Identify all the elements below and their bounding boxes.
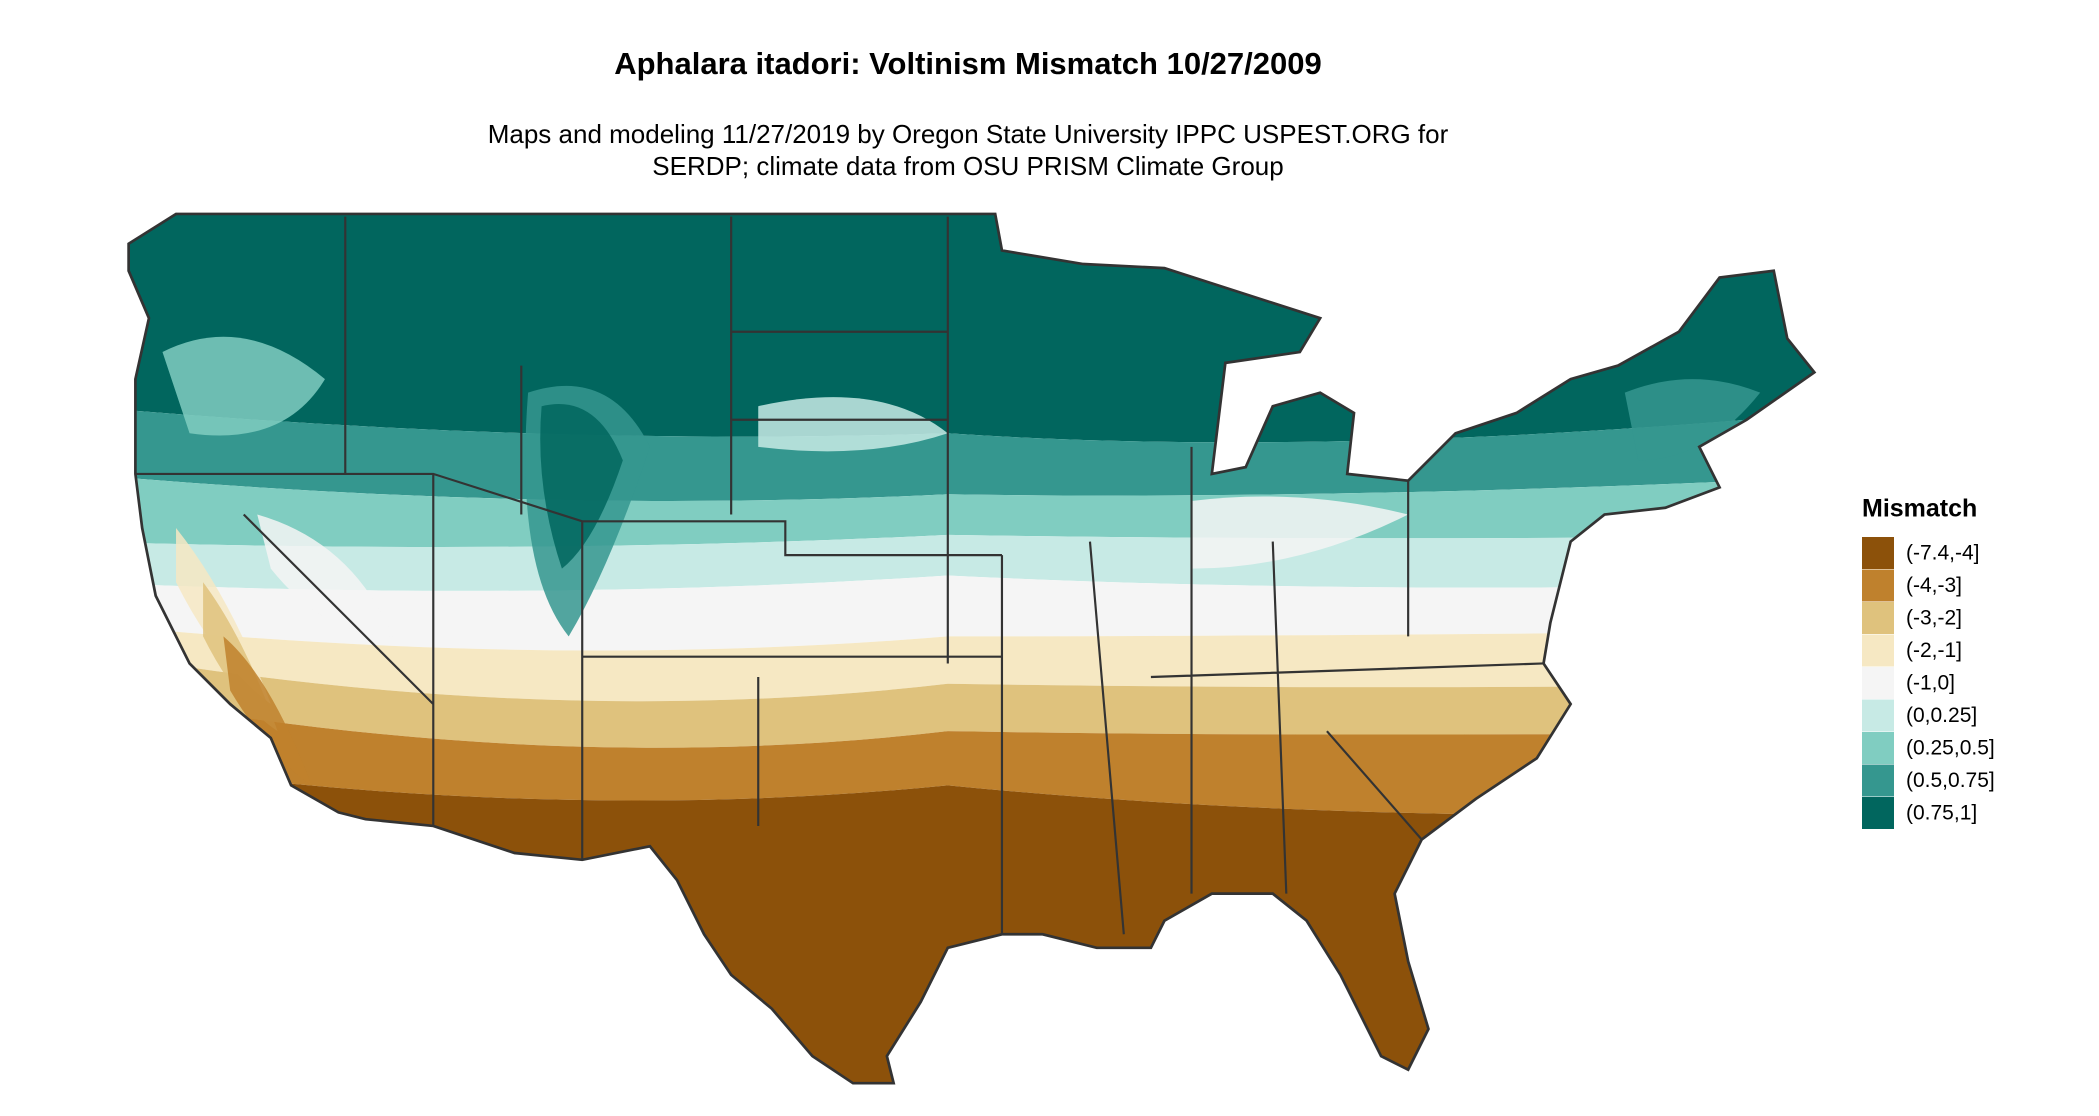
legend: (-7.4,-4] (-4,-3] (-3,-2] (-2,-1] (-1,0] (0,0… [1862,537,1995,829]
mismatch-patch [1191,496,1409,569]
legend-label: (-1,0] [1906,672,1955,695]
legend-swatch [1862,797,1894,829]
state-borders [135,216,1544,935]
legend-swatch [1862,537,1894,569]
mismatch-band [128,649,1815,748]
legend-label: (-4,-3] [1906,574,1962,597]
legend-label: (0.5,0.75] [1906,769,1995,792]
legend-swatch [1862,699,1894,732]
mismatch-patch [540,403,623,569]
country-outline [127,212,1817,1085]
map-title: Aphalara itadori: Voltinism Mismatch 10/… [614,46,1322,81]
mismatch-band [128,622,1815,702]
mismatch-patch [162,336,325,436]
mismatch-band [128,575,1815,651]
mismatch-band [128,690,1815,816]
legend-title: Mismatch [1862,495,1977,523]
mismatch-patch [758,397,948,452]
legend-label: (0.25,0.5] [1906,737,1995,760]
legend-swatch [1862,569,1894,602]
legend-swatch [1862,602,1894,634]
map [127,212,1817,1085]
legend-swatch [1862,764,1894,797]
mismatch-patch [257,514,393,637]
legend-swatch [1862,667,1894,699]
legend-label: (-3,-2] [1906,607,1962,630]
legend-swatch [1862,634,1894,667]
mismatch-surface [128,213,1815,1084]
subtitle-line: SERDP; climate data from OSU PRISM Clima… [652,151,1283,181]
legend-label: (-7.4,-4] [1906,542,1980,565]
legend-label: (0.75,1] [1906,802,1977,825]
legend-label: (0,0.25] [1906,704,1977,727]
subtitle-line: Maps and modeling 11/27/2019 by Oregon S… [488,119,1449,149]
mismatch-band [128,213,1815,443]
legend-swatch [1862,732,1894,764]
legend-label: (-2,-1] [1906,639,1962,662]
mismatch-patch [1624,379,1761,461]
mismatch-patch [223,636,312,786]
